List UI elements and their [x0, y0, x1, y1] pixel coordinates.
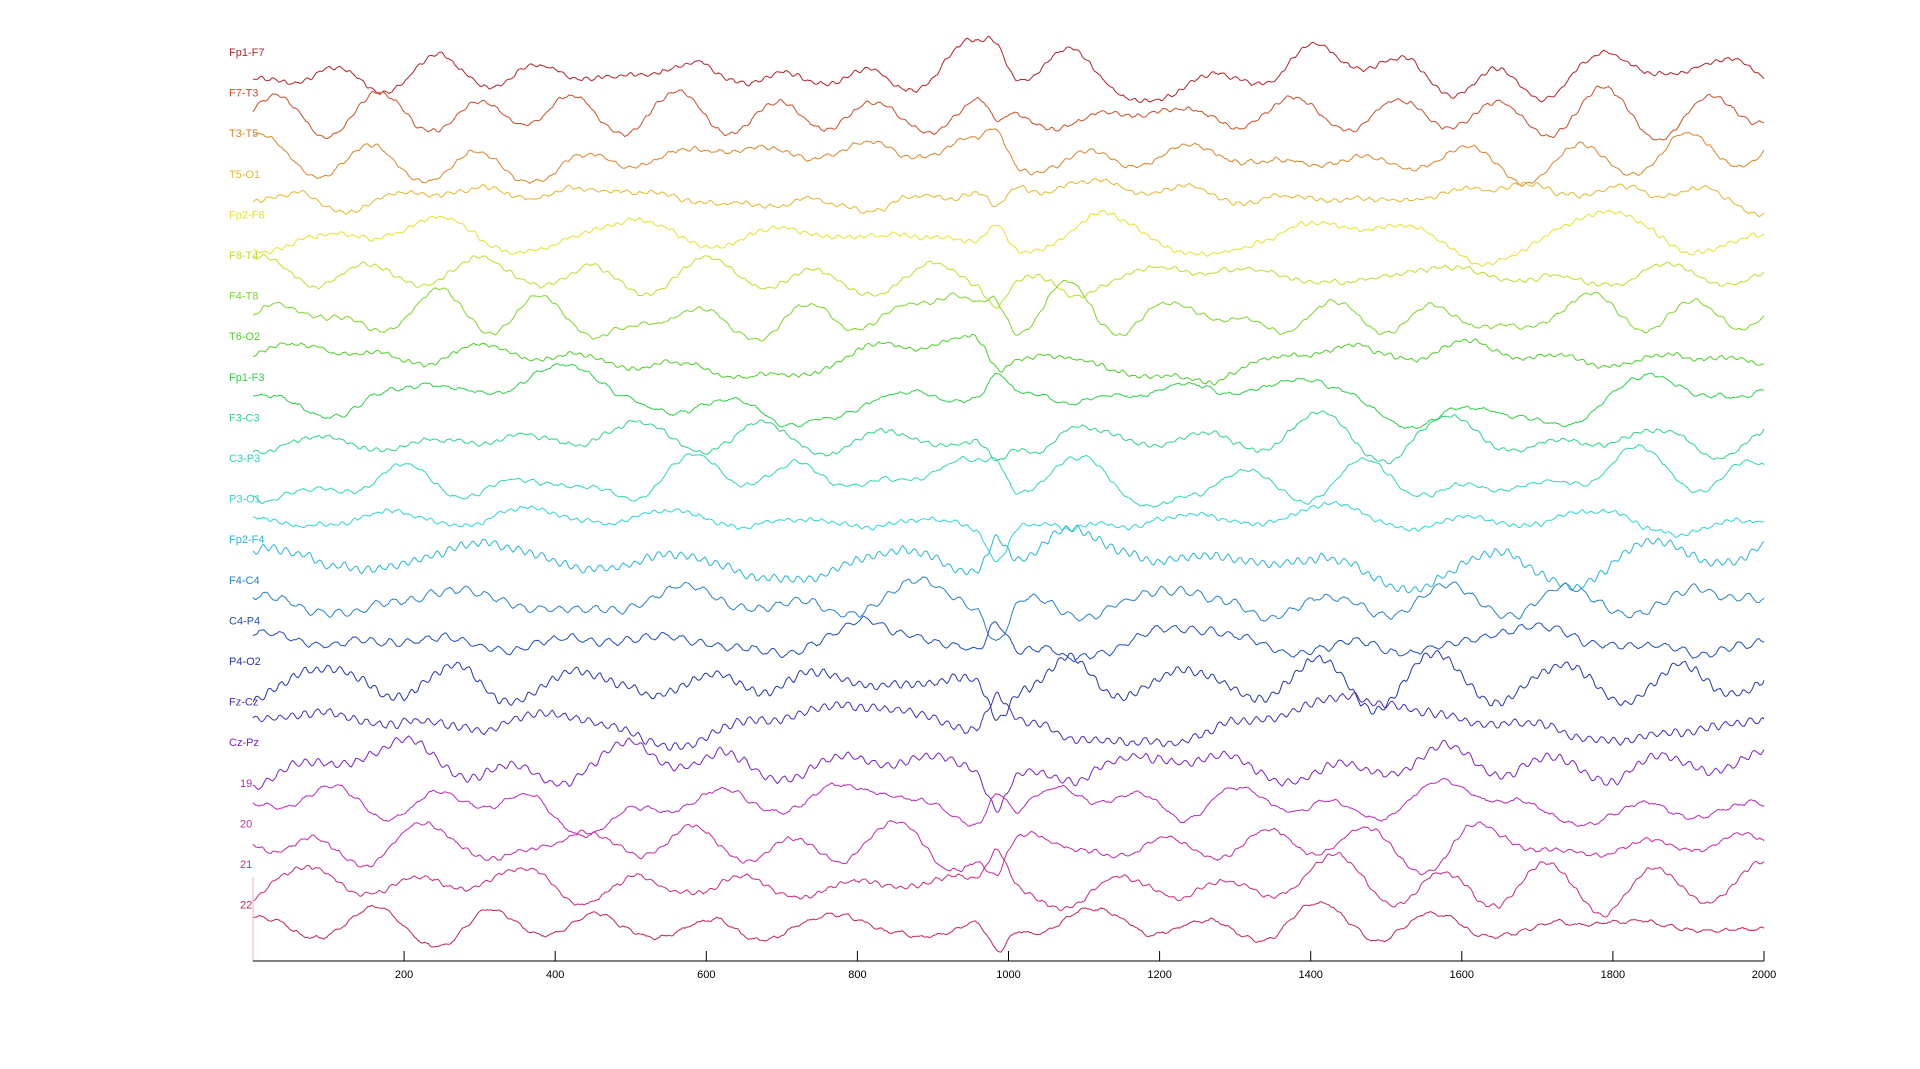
channel-label: F4-C4	[229, 575, 260, 587]
channel-label: T5-O1	[229, 169, 260, 181]
channel-label: 22	[240, 900, 252, 912]
channel-label: F4-T8	[229, 291, 258, 303]
trace-c3-p3	[252, 444, 1765, 508]
trace-p4-o2	[252, 650, 1765, 721]
channel-label: 20	[240, 818, 252, 830]
channel-label: 19	[240, 778, 252, 790]
trace-t6-o2	[252, 333, 1765, 386]
trace-f7-t3	[252, 85, 1765, 141]
channel-label: Fp2-F8	[229, 209, 264, 221]
channel-label: P3-O1	[229, 494, 261, 506]
trace-20	[252, 819, 1765, 877]
trace-22	[252, 901, 1765, 953]
trace-p3-o1	[252, 501, 1764, 563]
trace-t5-o1	[252, 177, 1765, 218]
channel-label: Fp1-F3	[229, 372, 264, 384]
trace-fp2-f4	[252, 524, 1765, 594]
x-tick-label: 1000	[996, 969, 1020, 981]
x-tick-label: 600	[697, 969, 715, 981]
channel-label: F8-T4	[229, 250, 258, 262]
channel-label: F7-T3	[229, 88, 258, 100]
trace-f4-c4	[252, 576, 1765, 641]
trace-fp1-f3	[252, 363, 1765, 430]
trace-f3-c3	[252, 410, 1765, 465]
trace-21	[252, 848, 1765, 918]
x-tick-label: 1800	[1601, 969, 1625, 981]
channel-label: Fp1-F7	[229, 47, 264, 59]
trace-f8-t4	[252, 253, 1765, 309]
trace-fz-cz	[252, 691, 1765, 751]
axes	[252, 877, 1764, 962]
channel-label: F3-C3	[229, 412, 260, 424]
channel-label: Fp2-F4	[229, 534, 264, 546]
trace-fp2-f8	[252, 209, 1765, 267]
trace-19	[252, 777, 1765, 838]
x-tick-label: 1200	[1147, 969, 1171, 981]
channel-label: Cz-Pz	[229, 737, 259, 749]
x-tick-label: 400	[546, 969, 564, 981]
x-tick-label: 200	[395, 969, 413, 981]
x-tick-label: 800	[848, 969, 866, 981]
trace-c4-p4	[252, 615, 1765, 663]
channel-label: T3-T5	[229, 128, 258, 140]
trace-fp1-f7	[252, 35, 1765, 103]
channel-label: P4-O2	[229, 656, 261, 668]
channel-label: C3-P3	[229, 453, 260, 465]
channel-label: 21	[240, 859, 252, 871]
x-tick-label: 1600	[1450, 969, 1474, 981]
channel-label: Fz-Cz	[229, 697, 258, 709]
channel-label: T6-O2	[229, 331, 260, 343]
trace-cz-pz	[252, 735, 1765, 813]
x-tick-label: 2000	[1752, 969, 1776, 981]
trace-f4-t8	[252, 279, 1765, 342]
channel-labels: Fp1-F7 F7-T3 T3-T5 T5-O1 Fp2-F8 F8-T4 F4-T8 T6-…	[229, 47, 264, 912]
channel-label: C4-P4	[229, 615, 260, 627]
x-ticks: 200 400 600 800 1000 1200 1400 1600 1800 2000	[395, 951, 1776, 981]
trace-t3-t5	[252, 128, 1765, 187]
eeg-traces	[252, 35, 1765, 953]
x-tick-label: 1400	[1298, 969, 1322, 981]
